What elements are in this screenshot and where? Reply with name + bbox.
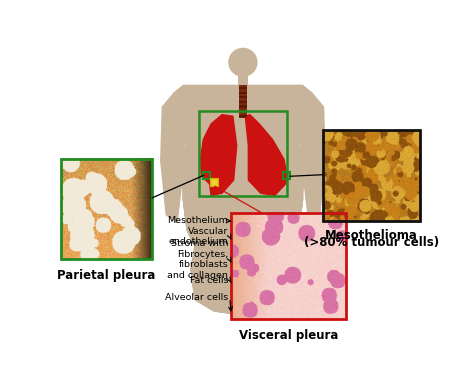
Bar [61, 159, 152, 259]
Bar [199, 111, 287, 195]
Text: (>80% tumour cells): (>80% tumour cells) [304, 236, 439, 249]
Bar [283, 172, 290, 179]
Polygon shape [300, 93, 325, 223]
Bar [239, 101, 247, 103]
Polygon shape [161, 93, 186, 223]
Bar [323, 130, 420, 221]
Bar [239, 110, 247, 112]
Polygon shape [245, 115, 287, 195]
Text: Parietal pleura: Parietal pleura [57, 269, 156, 282]
Text: Vascular
endothelium: Vascular endothelium [168, 227, 228, 246]
Bar [239, 85, 247, 118]
Text: Mesothelioma: Mesothelioma [325, 229, 418, 242]
Bar [203, 172, 210, 179]
Bar [239, 91, 247, 94]
Text: Stroma with
Fibrocytes,
fibroblasts
and collagen: Stroma with Fibrocytes, fibroblasts and … [167, 239, 228, 279]
Polygon shape [172, 85, 314, 153]
Bar [239, 115, 247, 117]
Bar [237, 74, 248, 85]
Polygon shape [201, 115, 237, 195]
Bar [239, 105, 247, 108]
Bar [211, 179, 218, 186]
Text: Alveolar cells: Alveolar cells [165, 293, 228, 302]
Circle shape [229, 48, 257, 76]
Polygon shape [191, 246, 295, 315]
Polygon shape [182, 142, 304, 253]
Bar [231, 213, 346, 319]
Bar [239, 96, 247, 99]
Text: Visceral pleura: Visceral pleura [239, 329, 338, 342]
Text: Mesothelium: Mesothelium [167, 217, 228, 225]
Bar [239, 87, 247, 89]
Text: Fat cells: Fat cells [190, 276, 228, 285]
